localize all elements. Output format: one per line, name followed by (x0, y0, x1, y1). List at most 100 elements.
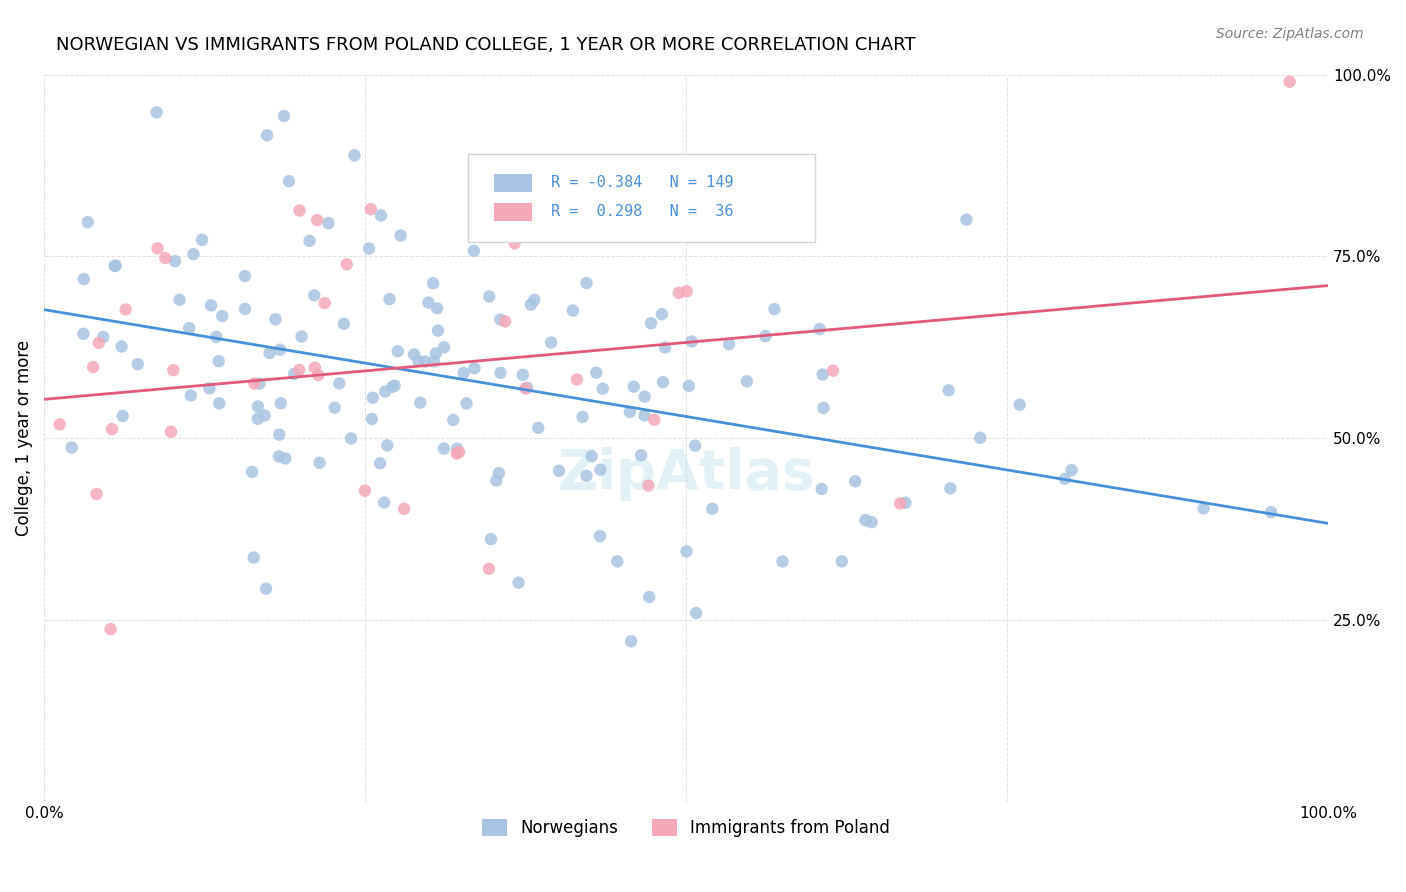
Point (606, 554, 628, 568)
Point (683, 439, 706, 453)
Point (374, 384, 396, 399)
Point (620, 634, 643, 648)
Point (336, 257, 359, 271)
Point (652, 375, 675, 389)
Point (73, 272, 96, 286)
Point (370, 209, 392, 223)
Point (87, 335, 110, 350)
Point (278, 174, 301, 188)
FancyBboxPatch shape (468, 154, 814, 242)
Point (146, 241, 169, 255)
Point (889, 496, 911, 510)
Point (515, 382, 537, 396)
Point (565, 372, 588, 386)
Point (269, 427, 291, 442)
Point (110, 339, 132, 353)
Point (478, 289, 501, 303)
Point (654, 341, 676, 355)
Point (333, 317, 356, 331)
Point (955, 212, 977, 227)
Point (571, 409, 593, 424)
Point (246, 411, 269, 425)
Point (1060, 463, 1083, 477)
Point (298, 234, 321, 248)
Text: R =  0.298   N =  36: R = 0.298 N = 36 (551, 203, 734, 219)
Point (651, 307, 673, 321)
Point (503, 236, 526, 251)
Point (259, 346, 281, 360)
Point (340, 432, 363, 446)
Point (489, 366, 512, 380)
FancyBboxPatch shape (494, 203, 531, 221)
Point (630, 448, 652, 462)
Point (619, 405, 641, 419)
Point (127, 357, 149, 371)
Point (368, 456, 391, 470)
Point (702, 501, 724, 516)
Point (423, 354, 446, 368)
Point (485, 213, 508, 227)
Point (270, 396, 292, 410)
Point (163, 254, 186, 268)
Point (101, 422, 124, 436)
Point (894, 496, 917, 510)
Point (633, 390, 655, 404)
Point (637, 478, 659, 492)
Point (253, 409, 276, 423)
Point (183, 247, 205, 261)
Point (831, 554, 853, 568)
Point (273, 109, 295, 123)
Point (681, 334, 703, 349)
Point (633, 409, 655, 423)
Point (91, 330, 114, 344)
Point (283, 367, 305, 381)
Point (763, 302, 786, 317)
Point (328, 376, 350, 391)
Point (853, 513, 876, 527)
Point (479, 532, 502, 546)
Point (523, 293, 546, 307)
Point (772, 555, 794, 569)
Point (233, 301, 256, 316)
Text: NORWEGIAN VS IMMIGRANTS FROM POLAND COLLEGE, 1 YEAR OR MORE CORRELATION CHART: NORWEGIAN VS IMMIGRANTS FROM POLAND COLL… (56, 36, 915, 54)
Point (104, 259, 127, 273)
Point (426, 324, 449, 338)
Point (640, 316, 662, 330)
Point (408, 353, 430, 368)
Point (485, 474, 508, 488)
Point (575, 276, 598, 290)
Point (643, 413, 665, 427)
Point (387, 344, 409, 359)
Point (463, 244, 485, 258)
Point (512, 368, 534, 382)
Point (269, 343, 291, 357)
Point (274, 451, 297, 466)
Point (589, 463, 612, 477)
Point (384, 378, 406, 392)
Point (589, 529, 612, 543)
Point (307, 368, 329, 382)
Point (548, 464, 571, 478)
Point (426, 301, 449, 316)
Point (318, 216, 340, 230)
Point (360, 412, 382, 426)
Point (76, 215, 98, 229)
Point (82, 360, 104, 375)
Point (357, 242, 380, 256)
Point (314, 296, 336, 310)
Point (72, 326, 94, 341)
Point (813, 401, 835, 415)
Point (392, 501, 415, 516)
Point (246, 400, 269, 414)
Point (808, 322, 831, 336)
Point (114, 302, 136, 317)
Point (304, 288, 326, 302)
Point (360, 202, 382, 217)
Point (516, 381, 538, 395)
Point (1192, 501, 1215, 516)
Point (343, 148, 366, 162)
Point (489, 312, 512, 326)
Point (240, 465, 263, 479)
Y-axis label: College, 1 year or more: College, 1 year or more (15, 340, 32, 536)
Point (938, 384, 960, 398)
